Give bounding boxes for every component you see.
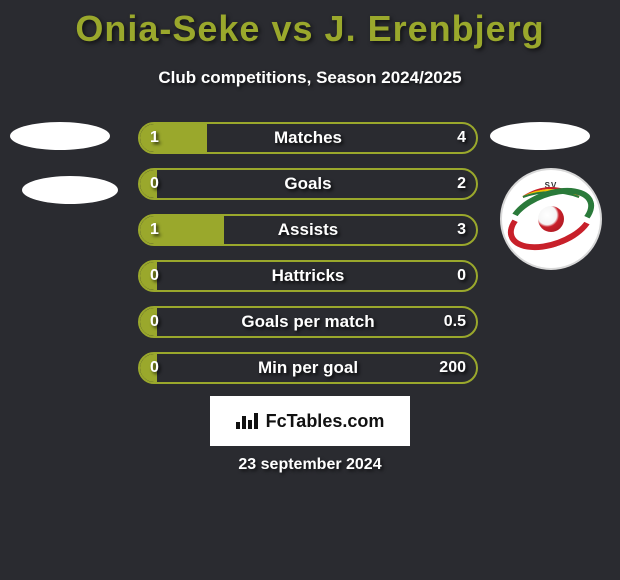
stat-right-value: 2 (457, 175, 466, 193)
stat-row: 0 Min per goal 200 (138, 352, 478, 384)
stat-row: 0 Goals 2 (138, 168, 478, 200)
branding-text: FcTables.com (266, 411, 385, 432)
stat-right-value: 0.5 (444, 313, 466, 331)
stat-row: 1 Assists 3 (138, 214, 478, 246)
club-ball-icon (538, 206, 564, 232)
stat-left-value: 1 (150, 129, 159, 147)
stat-label: Min per goal (258, 358, 358, 378)
stat-label: Matches (274, 128, 342, 148)
stat-row: 0 Hattricks 0 (138, 260, 478, 292)
stat-right-value: 4 (457, 129, 466, 147)
player2-club-logo: SV (500, 168, 602, 270)
date-text: 23 september 2024 (238, 456, 381, 474)
stat-left-value: 0 (150, 359, 159, 377)
player2-badge-top (490, 122, 590, 150)
player2-name: J. Erenbjerg (325, 8, 545, 49)
comparison-title: Onia-Seke vs J. Erenbjerg (0, 0, 620, 50)
branding-badge: FcTables.com (210, 396, 410, 446)
stat-row: 1 Matches 4 (138, 122, 478, 154)
player1-name: Onia-Seke (75, 8, 260, 49)
stat-right-value: 3 (457, 221, 466, 239)
vs-text: vs (271, 8, 313, 49)
stat-right-value: 200 (439, 359, 466, 377)
player1-badge-top (10, 122, 110, 150)
stat-left-value: 0 (150, 267, 159, 285)
stat-label: Assists (278, 220, 338, 240)
stat-left-value: 0 (150, 175, 159, 193)
stat-left-value: 0 (150, 313, 159, 331)
stat-label: Hattricks (272, 266, 345, 286)
club-logo-graphic: SV (511, 179, 591, 259)
stats-chart: 1 Matches 4 0 Goals 2 1 Assists 3 0 Hattricks 0 0 Goa… (138, 122, 478, 398)
stat-label: Goals per match (241, 312, 374, 332)
stat-label: Goals (284, 174, 331, 194)
stat-right-value: 0 (457, 267, 466, 285)
bars-icon (236, 413, 260, 429)
stat-left-value: 1 (150, 221, 159, 239)
player1-badge-bottom (22, 176, 118, 204)
subtitle: Club competitions, Season 2024/2025 (0, 68, 620, 88)
stat-row: 0 Goals per match 0.5 (138, 306, 478, 338)
